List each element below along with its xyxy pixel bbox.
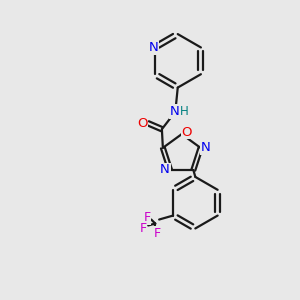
Text: O: O — [137, 117, 147, 130]
Text: F: F — [140, 222, 147, 235]
Text: F: F — [144, 211, 151, 224]
Text: N: N — [201, 141, 210, 154]
Text: N: N — [149, 41, 158, 54]
Text: H: H — [180, 105, 189, 118]
Text: N: N — [160, 164, 170, 176]
Text: O: O — [182, 126, 192, 139]
Text: F: F — [154, 227, 161, 240]
Text: N: N — [170, 105, 180, 118]
